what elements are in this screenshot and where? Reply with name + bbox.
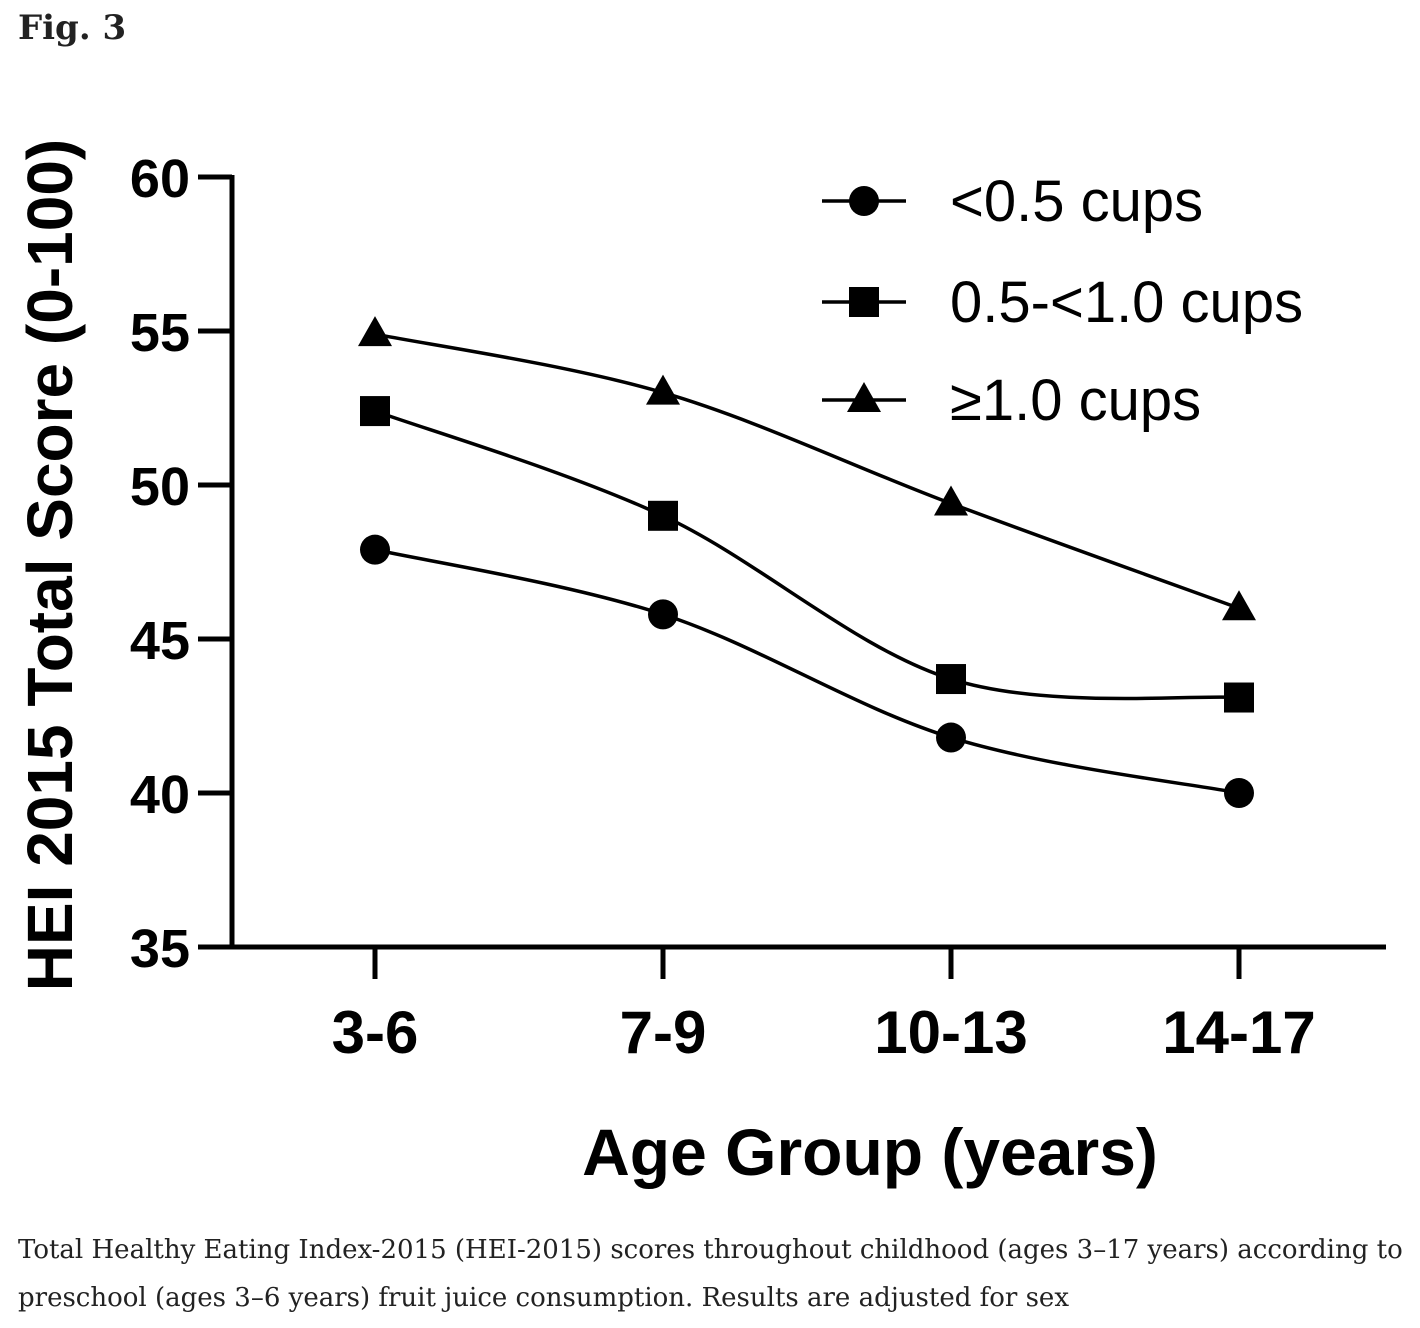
series-markers bbox=[358, 316, 1256, 808]
data-point-square bbox=[1224, 682, 1254, 713]
legend-marker-circle bbox=[849, 186, 879, 216]
x-tick-label: 14-17 bbox=[1162, 999, 1315, 1066]
legend-label: ≥1.0 cups bbox=[950, 368, 1201, 433]
chart-legend: <0.5 cups 0.5-<1.0 cups ≥1.0 cups bbox=[822, 169, 1303, 433]
y-axis-title: HEI 2015 Total Score (0-100) bbox=[14, 139, 86, 992]
data-point-square bbox=[360, 396, 390, 427]
chart-axes: 35 40 45 50 55 60 3-6 7-9 10-13 14-17 bbox=[130, 149, 1386, 1066]
data-point-circle bbox=[1224, 778, 1254, 808]
series-line-circle bbox=[374, 547, 1240, 795]
data-point-triangle bbox=[934, 485, 968, 516]
x-tick-label: 3-6 bbox=[332, 999, 419, 1066]
figure-caption: Total Healthy Eating Index-2015 (HEI-201… bbox=[18, 1235, 1403, 1313]
data-point-triangle bbox=[358, 316, 392, 347]
y-tick-label: 55 bbox=[130, 303, 190, 363]
y-tick-label: 35 bbox=[130, 919, 190, 979]
y-tick-label: 45 bbox=[130, 611, 190, 671]
series-lines bbox=[374, 332, 1240, 795]
x-axis-title: Age Group (years) bbox=[582, 1115, 1158, 1189]
data-point-square bbox=[648, 500, 678, 531]
data-point-square bbox=[936, 664, 966, 695]
data-point-circle bbox=[360, 534, 390, 565]
legend-marker-square bbox=[849, 287, 879, 317]
legend-label: <0.5 cups bbox=[950, 169, 1203, 234]
y-tick-label: 60 bbox=[130, 149, 190, 209]
y-tick-label: 50 bbox=[130, 457, 190, 517]
x-tick-label: 10-13 bbox=[874, 999, 1027, 1066]
data-point-triangle bbox=[646, 374, 680, 405]
figure-label: Fig. 3 bbox=[18, 8, 127, 48]
legend-marker-triangle bbox=[847, 382, 881, 412]
series-line-triangle bbox=[374, 332, 1240, 610]
legend-label: 0.5-<1.0 cups bbox=[950, 270, 1303, 335]
y-tick-label: 40 bbox=[130, 765, 190, 825]
data-point-triangle bbox=[1222, 590, 1256, 621]
data-point-circle bbox=[648, 599, 678, 630]
line-chart: 35 40 45 50 55 60 3-6 7-9 10-13 14-17 <0.5 cups 0.… bbox=[14, 139, 1386, 1189]
data-point-circle bbox=[936, 722, 966, 753]
x-tick-label: 7-9 bbox=[620, 999, 707, 1066]
series-line-square bbox=[374, 409, 1240, 701]
